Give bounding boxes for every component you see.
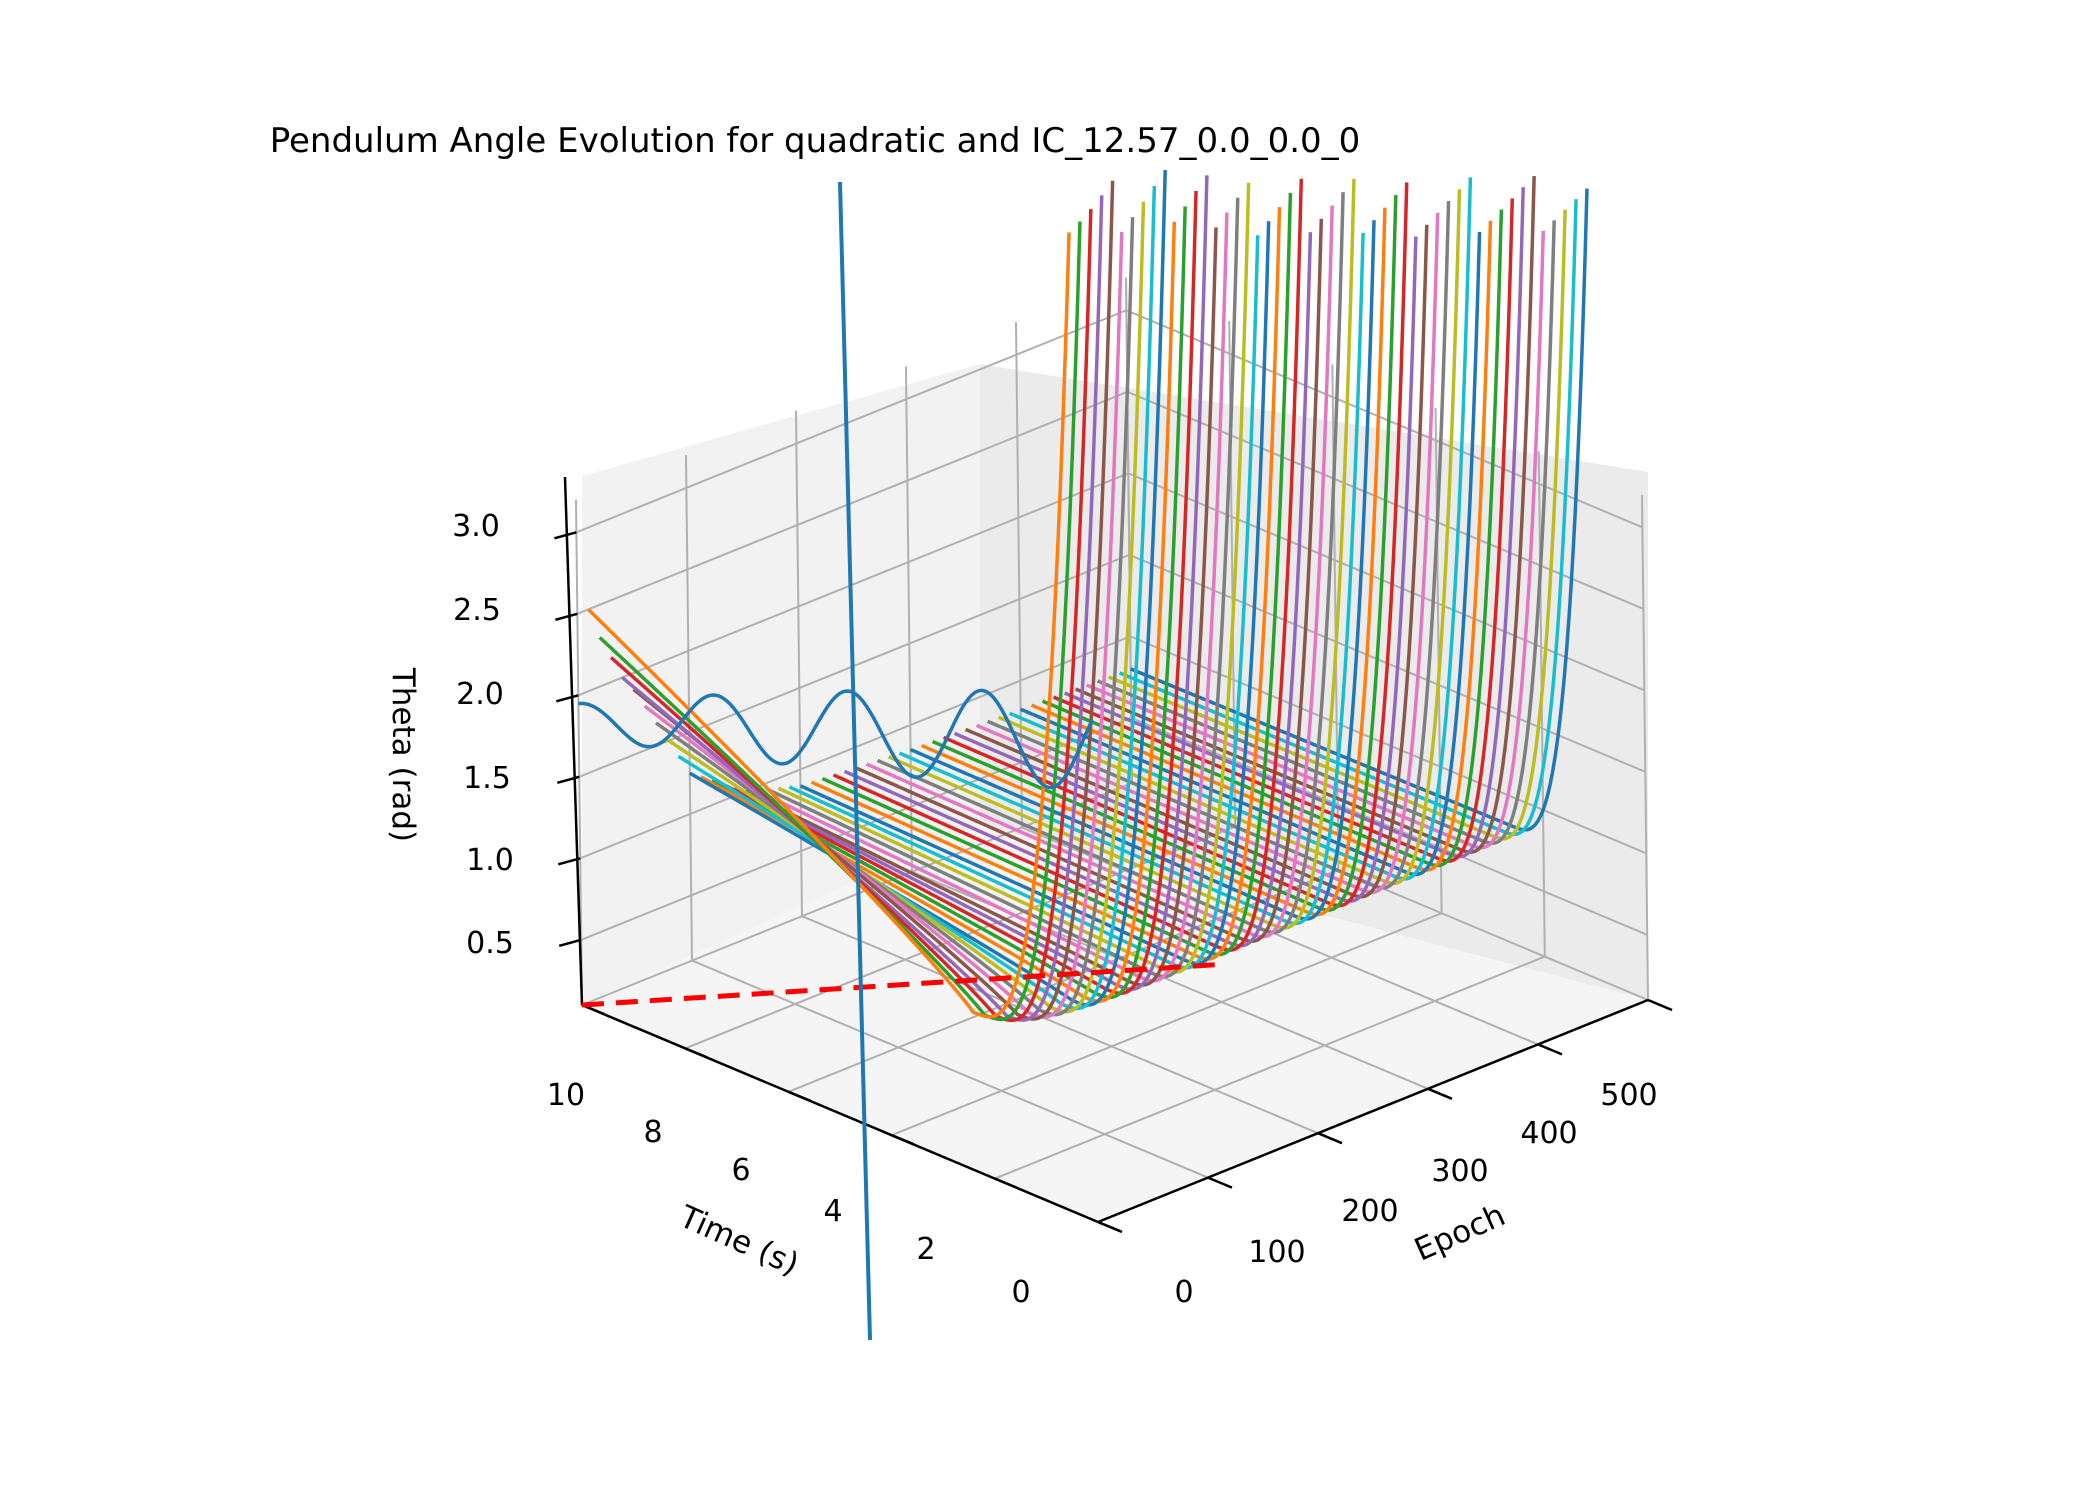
epoch-tick-label: 100 — [1248, 1235, 1305, 1270]
theta-tick-label: 2.5 — [453, 593, 501, 628]
epoch-tick — [1207, 1176, 1233, 1189]
series-line — [621, 195, 1104, 1022]
theta-tick — [554, 531, 577, 540]
series-line — [587, 232, 1071, 1019]
time-tick — [787, 1090, 811, 1102]
time-tick — [891, 1134, 915, 1146]
gridline-theta — [580, 716, 1648, 941]
vertical-reference-line — [838, 181, 872, 1341]
gridline-theta — [577, 472, 1645, 697]
gridline-epoch — [794, 410, 1319, 1135]
epoch-tick-label: 200 — [1341, 1194, 1398, 1229]
time-axis-label: Time (s) — [673, 1198, 804, 1283]
epoch-tick-label: 500 — [1600, 1078, 1657, 1113]
time-tick-labels: 0 2 4 6 8 10 — [547, 1078, 1031, 1310]
time-tick-label: 10 — [547, 1078, 585, 1113]
epoch-tick — [1317, 1132, 1343, 1145]
time-tick — [994, 1177, 1018, 1189]
time-tick-label: 2 — [916, 1232, 935, 1267]
series-line — [953, 236, 1418, 903]
time-tick-label: 8 — [643, 1115, 662, 1150]
theta-tick-label: 1.0 — [466, 843, 514, 878]
chart-title: Pendulum Angle Evolution for quadratic a… — [270, 121, 1361, 161]
epoch-tick-labels: 0 100 200 300 400 500 — [1174, 1078, 1657, 1310]
epoch-tick — [1097, 1220, 1123, 1234]
series-line — [733, 175, 1209, 991]
time-tick-label: 6 — [731, 1153, 750, 1188]
epoch-axis-line — [1097, 998, 1649, 1224]
series-line — [766, 197, 1240, 979]
theta-tick — [557, 857, 581, 866]
theta-tick — [555, 612, 578, 622]
floor-pane — [582, 825, 1648, 1222]
gridline-theta — [578, 553, 1646, 778]
series-line — [654, 217, 1135, 1017]
theta-tick-label: 0.5 — [466, 926, 514, 961]
time-tick — [684, 1047, 708, 1059]
series-layer — [578, 170, 1589, 1023]
theta-tick — [556, 775, 580, 785]
epoch-tick — [1427, 1087, 1453, 1100]
epoch-tick-label: 400 — [1520, 1116, 1577, 1151]
series-line — [677, 186, 1157, 1011]
reference-lines — [581, 181, 1217, 1341]
theta-tick — [555, 694, 579, 703]
series-line — [688, 170, 1167, 1007]
epoch-tick — [1537, 1043, 1563, 1056]
theta-tick-labels: 0.5 1.0 1.5 2.0 2.5 3.0 — [452, 509, 514, 961]
epoch-tick-label: 0 — [1174, 1275, 1193, 1310]
theta-tick-label: 3.0 — [452, 509, 500, 544]
time-tick-label: 4 — [823, 1194, 842, 1229]
series-line — [666, 201, 1146, 1014]
epoch-tick — [1647, 998, 1673, 1012]
theta-tick-label: 2.0 — [456, 677, 504, 712]
epoch-axis-label: Epoch — [1409, 1197, 1510, 1269]
time-tick-label: 0 — [1011, 1275, 1030, 1310]
theta-tick-label: 1.5 — [463, 761, 511, 796]
series-line — [755, 212, 1229, 983]
theta-axis-line — [563, 476, 584, 1006]
series-line — [744, 227, 1218, 987]
theta-tick — [558, 938, 582, 948]
epoch-tick-label: 300 — [1431, 1154, 1488, 1189]
theta-axis-label: Theta (rad) — [385, 667, 421, 842]
gridline-epoch — [684, 455, 1209, 1179]
gridline-epoch — [1014, 322, 1539, 1046]
zero-baseline-dashed-line — [581, 962, 1217, 1008]
series-line — [578, 688, 1094, 790]
series-line — [643, 231, 1124, 1019]
